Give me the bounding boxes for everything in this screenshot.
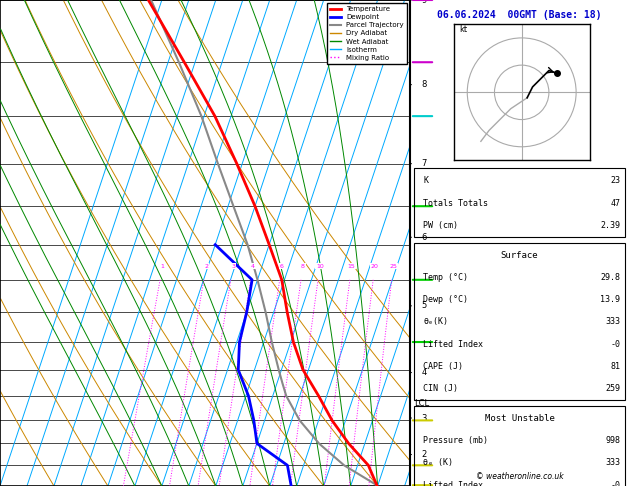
Text: 7: 7 [421,159,426,168]
Bar [415,243,625,400]
Text: Pressure (mb): Pressure (mb) [423,436,488,445]
Text: 8: 8 [301,263,305,269]
Text: Lifted Index: Lifted Index [423,340,483,348]
Text: CIN (J): CIN (J) [423,384,458,393]
Text: LCL: LCL [414,399,429,408]
Bar [415,406,625,486]
Text: 13.9: 13.9 [600,295,620,304]
Text: 3: 3 [421,414,426,422]
Text: -0: -0 [610,340,620,348]
Text: Temp (°C): Temp (°C) [423,273,468,281]
Text: 259: 259 [605,384,620,393]
Text: 06.06.2024  00GMT (Base: 18): 06.06.2024 00GMT (Base: 18) [437,10,602,20]
Text: Totals Totals: Totals Totals [423,199,488,208]
Text: -0: -0 [610,481,620,486]
Text: 20: 20 [371,263,379,269]
Text: © weatheronline.co.uk: © weatheronline.co.uk [476,472,564,481]
Text: Most Unstable: Most Unstable [484,414,554,423]
Text: 4: 4 [251,263,255,269]
Text: Surface: Surface [501,251,538,260]
Text: 9: 9 [421,0,426,4]
Text: θₑ(K): θₑ(K) [423,317,448,326]
Text: 4: 4 [421,368,426,377]
Legend: Temperature, Dewpoint, Parcel Trajectory, Dry Adiabat, Wet Adiabat, Isotherm, Mi: Temperature, Dewpoint, Parcel Trajectory… [327,3,406,64]
Text: K: K [423,176,428,185]
Text: 5: 5 [421,301,426,311]
Text: PW (cm): PW (cm) [423,221,458,230]
Text: 1: 1 [160,263,165,269]
Text: 29.8: 29.8 [600,273,620,281]
Text: Lifted Index: Lifted Index [423,481,483,486]
Text: 23: 23 [610,176,620,185]
Text: Dewp (°C): Dewp (°C) [423,295,468,304]
Text: 47: 47 [610,199,620,208]
Text: 25: 25 [389,263,397,269]
Text: 2: 2 [204,263,208,269]
Text: 8: 8 [421,80,426,89]
Text: 2.39: 2.39 [600,221,620,230]
Text: θₑ (K): θₑ (K) [423,458,453,467]
Text: 81: 81 [610,362,620,371]
Text: 3: 3 [231,263,235,269]
Text: 6: 6 [421,233,426,242]
Text: 333: 333 [605,458,620,467]
Text: 15: 15 [348,263,355,269]
Text: 6: 6 [280,263,284,269]
Text: 10: 10 [316,263,324,269]
Text: CAPE (J): CAPE (J) [423,362,463,371]
Text: 998: 998 [605,436,620,445]
Bar [415,168,625,237]
Text: 333: 333 [605,317,620,326]
Text: 2: 2 [421,450,426,459]
